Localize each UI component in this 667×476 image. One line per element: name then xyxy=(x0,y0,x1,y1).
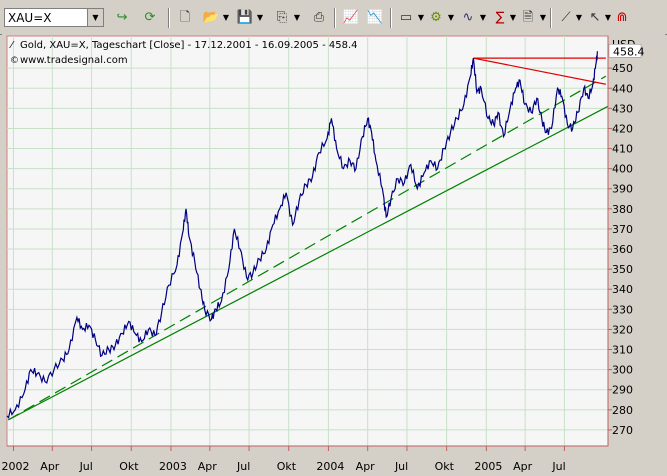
x-tick-label: Jul xyxy=(394,460,408,473)
y-tick-label: 430 xyxy=(612,102,633,115)
chevron-down-icon[interactable]: ▼ xyxy=(509,13,517,22)
y-tick-label: 410 xyxy=(612,143,633,156)
grid xyxy=(7,36,608,446)
x-tick-label: 2005 xyxy=(474,460,502,473)
x-tick-label: 2002 xyxy=(2,460,29,473)
window-icon[interactable]: ▭ xyxy=(399,10,413,25)
copyright-icon: © xyxy=(10,56,19,66)
x-tick-label: Apr xyxy=(40,460,60,473)
last-value-label: 458.4 xyxy=(613,45,645,58)
chevron-down-icon[interactable]: ▼ xyxy=(604,13,612,22)
x-tick-label: Apr xyxy=(356,460,376,473)
magnet-icon[interactable]: ⋒ xyxy=(616,10,628,25)
last-value-box xyxy=(608,44,642,58)
copy-icon[interactable]: ⎘ xyxy=(276,10,288,25)
y-tick-label: 330 xyxy=(612,303,633,316)
trendline xyxy=(473,57,606,85)
y-tick-label: 300 xyxy=(612,364,633,377)
x-tick-label: Okt xyxy=(277,460,297,473)
y-tick-label: 450 xyxy=(612,62,633,75)
plot-area[interactable] xyxy=(6,35,609,447)
y-tick-label: 270 xyxy=(612,424,633,437)
y-tick-label: 340 xyxy=(612,283,633,296)
chart-window: 270 280 290 300 310 320 330 340 350 360 370 380 390 4… xyxy=(2,34,665,476)
trendline xyxy=(7,75,607,421)
properties-icon[interactable]: 🗎 xyxy=(522,10,534,25)
go-arrow-icon[interactable]: ↪ xyxy=(116,10,128,25)
indicator-icon[interactable]: ⚙ xyxy=(430,10,442,25)
toolbar-separator xyxy=(334,8,336,28)
y-tick-label: 390 xyxy=(612,183,633,196)
y-tick-label: 380 xyxy=(612,203,633,216)
chevron-down-icon[interactable]: ▼ xyxy=(256,13,264,22)
toolbar-separator xyxy=(550,8,552,28)
x-tick-label: Apr xyxy=(513,460,533,473)
y-tick-label: 360 xyxy=(612,243,633,256)
y-tick-label: 310 xyxy=(612,344,633,357)
x-tick-label: 2003 xyxy=(159,460,187,473)
chevron-down-icon[interactable]: ▼ xyxy=(417,13,425,22)
chevron-down-icon[interactable]: ▼ xyxy=(87,9,103,26)
y-tick-label: 290 xyxy=(612,384,633,397)
y-tick-label: 440 xyxy=(612,82,633,95)
trendline-tool-icon[interactable]: ⟋ xyxy=(561,10,571,25)
chart-title: Gold, XAU=X, Tageschart [Close] - 17.12.… xyxy=(20,40,358,51)
x-tick-label: Jul xyxy=(236,460,250,473)
chevron-down-icon[interactable]: ▼ xyxy=(447,13,455,22)
symbol-input[interactable]: XAU=X xyxy=(8,11,52,25)
y-tick-label: 370 xyxy=(612,223,633,236)
y-tick-label: 350 xyxy=(612,263,633,276)
chevron-down-icon[interactable]: ▼ xyxy=(479,13,487,22)
y-tick-label: 420 xyxy=(612,122,633,135)
y-tick-label: 320 xyxy=(612,323,633,336)
x-tick-label: Okt xyxy=(435,460,455,473)
chart-up-icon[interactable]: 📈 xyxy=(342,10,360,25)
print-icon[interactable]: ⎙ xyxy=(313,10,325,25)
x-tick-label: 2004 xyxy=(316,460,344,473)
price-line xyxy=(6,51,599,419)
trendline xyxy=(8,105,609,421)
line-chart-icon: ⁄ xyxy=(9,40,15,51)
chart-subtitle: www.tradesignal.com xyxy=(20,55,128,66)
gold-price-chart[interactable]: 270 280 290 300 310 320 330 340 350 360 370 380 390 4… xyxy=(2,34,665,476)
chevron-down-icon[interactable]: ▼ xyxy=(539,13,547,22)
y-axis: 270 280 290 300 310 320 330 340 350 360 370 380 390 4… xyxy=(607,36,633,446)
strategy-icon[interactable]: ∑ xyxy=(495,10,505,25)
refresh-icon[interactable]: ⟳ xyxy=(144,10,156,25)
chart-down-icon[interactable]: 📉 xyxy=(366,10,384,25)
trendlines[interactable] xyxy=(7,57,609,421)
x-tick-label: Jul xyxy=(551,460,565,473)
price-series[interactable] xyxy=(6,51,599,419)
chevron-down-icon[interactable]: ▼ xyxy=(575,13,583,22)
y-tick-label: 400 xyxy=(612,163,633,176)
toolbar-separator xyxy=(168,8,170,28)
save-icon[interactable]: 💾 xyxy=(236,10,254,25)
study-icon[interactable]: ∿ xyxy=(462,10,474,25)
open-folder-icon[interactable]: 📂 xyxy=(202,10,220,25)
x-tick-label: Okt xyxy=(119,460,139,473)
x-tick-label: Jul xyxy=(79,460,93,473)
symbol-combobox[interactable]: XAU=X ▼ xyxy=(4,8,104,27)
new-document-icon[interactable]: 🗋 xyxy=(179,10,191,25)
chevron-down-icon[interactable]: ▼ xyxy=(222,13,230,22)
toolbar-separator xyxy=(390,8,392,28)
x-tick-label: Apr xyxy=(198,460,218,473)
toolbar: XAU=X ▼ ↪ ⟳ 🗋 📂 ▼ 💾 ▼ ⎘ ▼ ⎙ 📈 📉 ▭ ▼ ⚙ ▼ … xyxy=(0,0,667,35)
y-tick-label: 280 xyxy=(612,404,633,417)
chevron-down-icon[interactable]: ▼ xyxy=(293,13,301,22)
cursor-icon[interactable]: ↖ xyxy=(589,10,601,25)
x-axis: 2002 Apr Jul Okt 2003 Apr Jul Okt 2004 Apr Jul Okt 2… xyxy=(2,445,608,473)
